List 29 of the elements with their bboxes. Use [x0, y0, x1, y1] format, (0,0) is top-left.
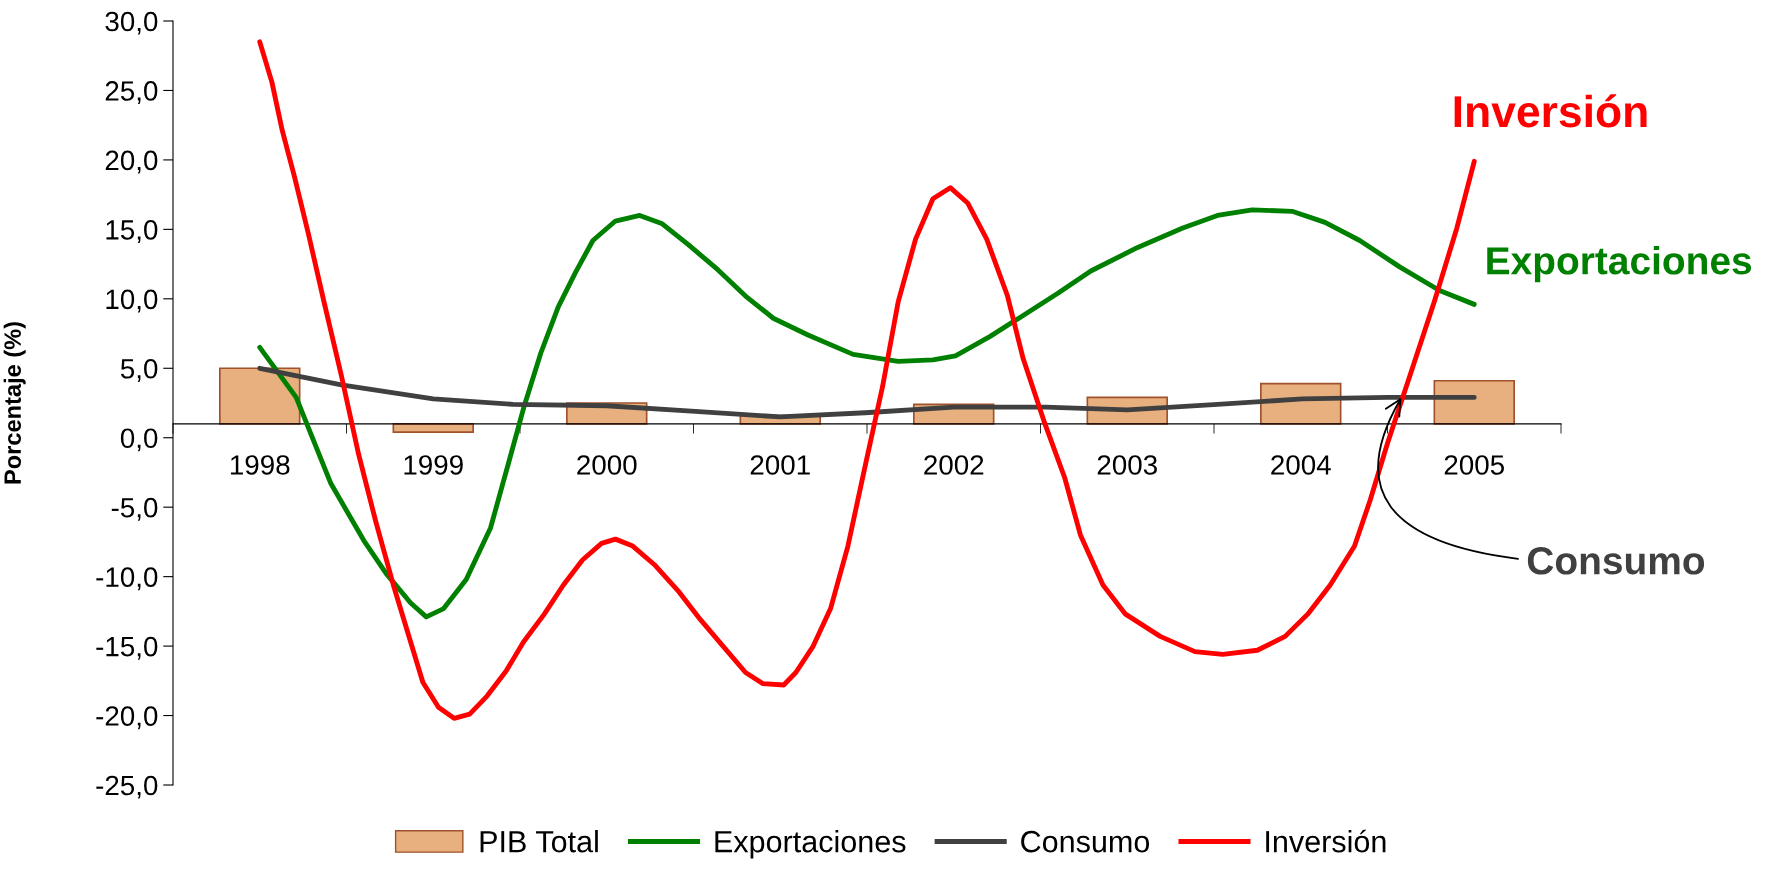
x-tick-label: 2004 [1271, 455, 1331, 475]
x-tick-label: 2003 [1097, 455, 1157, 475]
y-tick-label: 15,0 [106, 220, 158, 243]
y-tick-label: -20,0 [96, 706, 158, 730]
y-tick-label: 0,0 [120, 428, 158, 452]
x-tick-label: 1999 [404, 455, 463, 475]
y-tick-label: 20,0 [105, 150, 158, 174]
y-tick-label: -10,0 [96, 567, 158, 591]
x-tick-label: 2002 [924, 455, 984, 475]
y-tick-label: 30,0 [105, 11, 158, 35]
legend-label: Exportaciones [715, 830, 906, 859]
y-tick-label: -25,0 [96, 775, 158, 799]
line-series [257, 365, 1477, 420]
x-tick-label: 2000 [577, 455, 637, 475]
x-tick-label: 2001 [750, 455, 810, 475]
legend-label: Consumo [1021, 830, 1150, 853]
y-tick-label: 10,0 [106, 289, 158, 313]
y-tick-label: 5,0 [120, 358, 158, 382]
annotation: Exportaciones [1487, 245, 1752, 283]
annotation: Consumo [1527, 547, 1705, 575]
x-tick-label: 2005 [1444, 455, 1504, 475]
y-axis-title: Porcentaje (%) [3, 322, 26, 484]
y-tick-label: 25,0 [105, 81, 158, 105]
annotation: Inversión [1454, 94, 1647, 128]
legend-label: Inversión [1266, 829, 1386, 853]
x-tick-label: 1998 [230, 455, 290, 475]
y-tick-label: -5,0 [111, 497, 158, 521]
legend-label: PIB Total [480, 830, 598, 853]
y-tick-label: -15,0 [96, 636, 158, 660]
